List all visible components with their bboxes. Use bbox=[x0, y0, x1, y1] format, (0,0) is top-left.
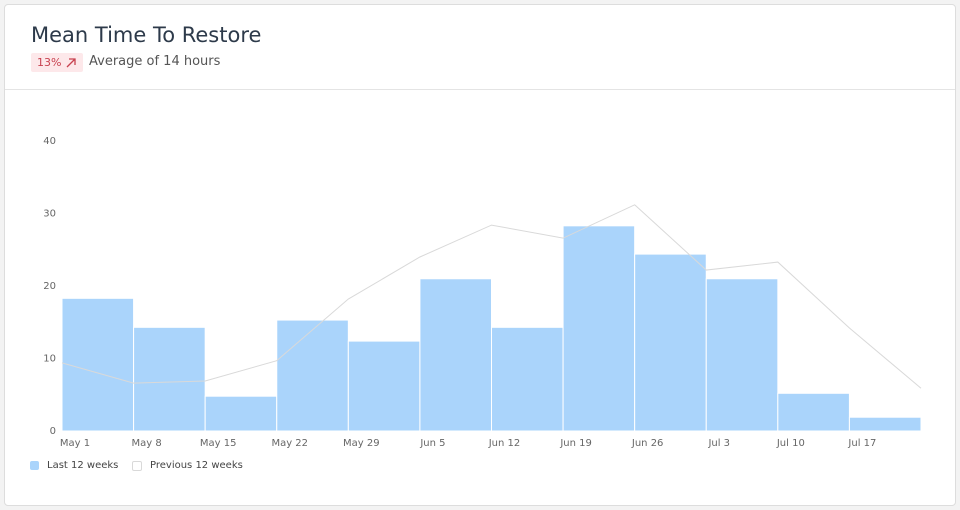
subtitle: Average of 14 hours bbox=[89, 54, 221, 69]
bar bbox=[634, 253, 707, 432]
y-tick-label: 30 bbox=[43, 209, 56, 220]
bar bbox=[204, 395, 278, 432]
x-tick-label: May 8 bbox=[131, 438, 161, 449]
y-tick-label: 20 bbox=[43, 281, 56, 292]
bar bbox=[347, 340, 421, 432]
bar bbox=[491, 326, 564, 432]
legend-label: Previous 12 weeks bbox=[150, 460, 243, 471]
y-tick-label: 0 bbox=[50, 426, 56, 437]
change-badge: 13% bbox=[31, 53, 84, 72]
x-tick-label: May 1 bbox=[60, 438, 90, 449]
bar bbox=[276, 319, 349, 432]
bar bbox=[562, 225, 636, 432]
x-tick-label: May 29 bbox=[343, 438, 380, 449]
bar bbox=[848, 416, 922, 432]
legend-swatch bbox=[132, 460, 142, 471]
line bbox=[61, 204, 922, 389]
bar bbox=[133, 326, 206, 432]
arrow-icon bbox=[66, 57, 77, 67]
x-tick-label: Jul 3 bbox=[707, 438, 730, 449]
x-tick-label: Jul 10 bbox=[776, 438, 805, 449]
bar bbox=[61, 297, 135, 432]
title: Mean Time To Restore bbox=[31, 23, 262, 47]
separator bbox=[5, 89, 955, 90]
x-tick-label: Jun 26 bbox=[631, 438, 664, 449]
badge-text: 13% bbox=[37, 56, 62, 69]
bar bbox=[419, 278, 492, 432]
x-tick-label: Jul 17 bbox=[847, 438, 876, 449]
legend-swatch bbox=[30, 461, 39, 470]
x-tick-label: Jun 12 bbox=[488, 438, 521, 449]
y-tick-label: 10 bbox=[43, 354, 56, 365]
x-tick-label: May 15 bbox=[200, 438, 237, 449]
y-tick-label: 40 bbox=[43, 136, 56, 147]
x-tick-label: Jun 19 bbox=[559, 438, 592, 449]
bar bbox=[705, 278, 779, 432]
x-tick-label: May 22 bbox=[271, 438, 308, 449]
legend-item: Previous 12 weeks bbox=[132, 460, 243, 471]
bar bbox=[777, 392, 850, 432]
x-tick-label: Jun 5 bbox=[419, 438, 445, 449]
legend-label: Last 12 weeks bbox=[47, 460, 119, 471]
legend-item: Last 12 weeks bbox=[30, 460, 118, 471]
